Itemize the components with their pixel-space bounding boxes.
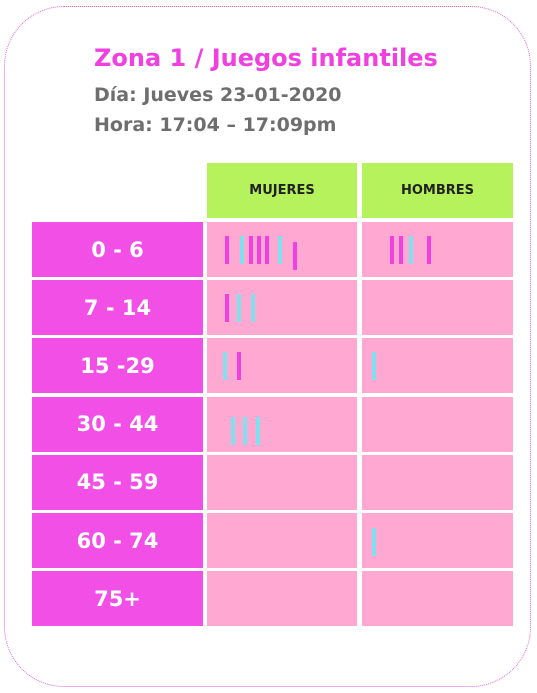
title: Zona 1 / Juegos infantiles [94,44,438,72]
row-label: 15 -29 [32,338,203,394]
tally-male-marks [223,236,413,556]
row-label: 30 - 44 [32,396,203,452]
column-header: MUJERES [207,163,357,218]
table-cell [362,571,513,627]
card [4,6,531,687]
row-label: 7 - 14 [32,280,203,336]
table-cell [362,222,513,277]
row-label: 45 - 59 [32,454,203,510]
table-cell [362,338,513,394]
day: Día: Jueves 23-01-2020 [94,84,342,106]
column-header: HOMBRES [362,163,513,218]
row-label: 0 - 6 [32,222,203,277]
table-cell [362,454,513,510]
table-cell [207,338,357,394]
table-cell [362,280,513,336]
table-cell [207,280,357,336]
time: Hora: 17:04 – 17:09pm [94,114,337,136]
table-cell [362,513,513,568]
table-cell [207,513,357,568]
table-cell [362,396,513,452]
row-label: 60 - 74 [32,513,203,568]
row-label: 75+ [32,571,203,627]
table-cell [207,454,357,510]
table-cell [207,571,357,627]
tally-female-marks [225,236,431,380]
